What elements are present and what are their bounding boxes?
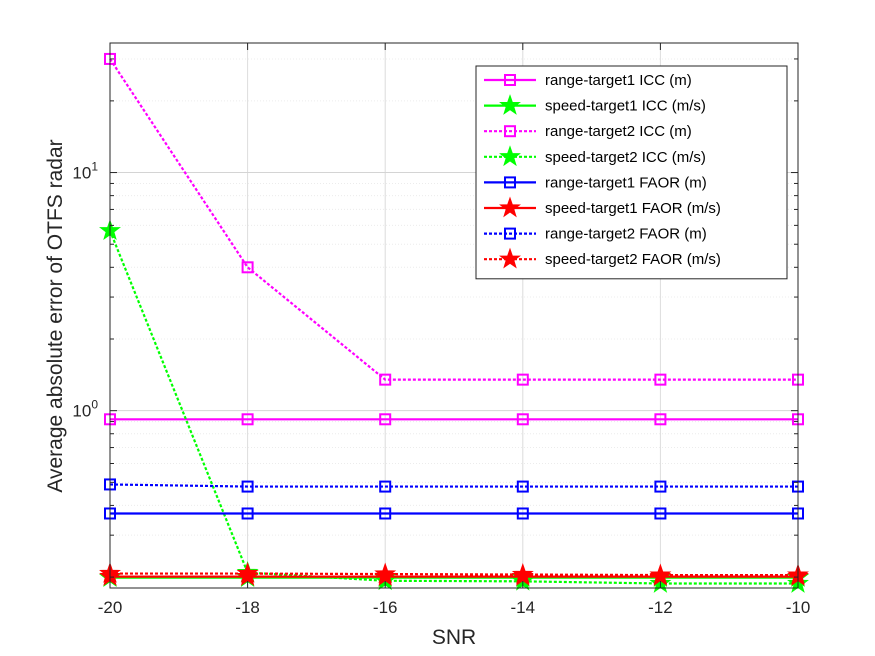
legend-entry: range-target2 FAOR (m) xyxy=(484,226,707,243)
legend-swatch-marker xyxy=(504,176,516,189)
legend: range-target1 ICC (m) speed-target1 ICC (… xyxy=(475,65,788,280)
legend-label: range-target2 ICC (m) xyxy=(545,123,692,140)
data-point xyxy=(654,507,667,520)
legend-swatch-marker xyxy=(499,145,521,167)
legend-label: range-target1 ICC (m) xyxy=(545,72,692,89)
x-tick-label: -12 xyxy=(648,598,673,617)
legend-entry: range-target1 ICC (m) xyxy=(484,72,692,89)
legend-box xyxy=(475,65,788,280)
legend-entry: speed-target2 FAOR (m/s) xyxy=(484,247,721,269)
legend-swatch-marker xyxy=(499,94,521,115)
legend-swatch-marker xyxy=(504,227,516,240)
data-point xyxy=(654,480,667,493)
x-tick-label: -20 xyxy=(98,598,123,617)
series-line xyxy=(108,230,798,585)
legend-entry: speed-target1 ICC (m/s) xyxy=(484,94,706,115)
legend-entry: speed-target1 FAOR (m/s) xyxy=(484,196,721,218)
legend-label: speed-target2 ICC (m/s) xyxy=(545,149,706,166)
series-range-target2-faor-m xyxy=(104,478,804,493)
data-point xyxy=(516,507,529,520)
x-tick-label: -16 xyxy=(373,598,398,617)
data-point xyxy=(649,563,672,585)
data-point xyxy=(516,373,529,386)
ticks: -20 -18 -16 -14 -12 -10 100 101 xyxy=(72,43,810,617)
x-tick-label: -14 xyxy=(511,598,536,617)
legend-entry: range-target2 ICC (m) xyxy=(484,123,692,140)
legend-swatch-marker xyxy=(499,247,521,269)
data-point xyxy=(241,507,254,520)
y-tick-label: 101 xyxy=(72,160,98,183)
x-tick-label: -10 xyxy=(786,598,811,617)
data-point xyxy=(379,373,392,386)
legend-label: speed-target2 FAOR (m/s) xyxy=(545,251,721,268)
data-point xyxy=(379,480,392,493)
legend-entry: range-target1 FAOR (m) xyxy=(484,174,707,191)
legend-label: speed-target1 ICC (m/s) xyxy=(545,98,706,115)
series-line xyxy=(109,58,798,381)
legend-entry: speed-target2 ICC (m/s) xyxy=(484,145,706,167)
data-point xyxy=(654,413,667,426)
data-point xyxy=(379,507,392,520)
series-range-target1-icc-m xyxy=(104,413,804,426)
data-point xyxy=(516,480,529,493)
data-point xyxy=(241,413,254,426)
data-point xyxy=(241,261,254,274)
y-axis-label: Average absolute error of OTFS radar xyxy=(44,139,67,492)
legend-swatch-marker xyxy=(504,125,516,138)
legend-swatch-marker xyxy=(504,74,516,86)
legend-label: range-target2 FAOR (m) xyxy=(545,226,707,243)
data-point xyxy=(516,413,529,426)
x-tick-label: -18 xyxy=(235,598,260,617)
axes-box xyxy=(109,42,799,589)
data-point xyxy=(654,373,667,386)
y-tick-label: 100 xyxy=(72,398,98,421)
legend-swatch-marker xyxy=(499,196,521,218)
data-point xyxy=(379,413,392,426)
legend-label: range-target1 FAOR (m) xyxy=(545,174,707,191)
legend-label: speed-target1 FAOR (m/s) xyxy=(545,200,721,217)
data-point xyxy=(511,563,534,584)
data-point xyxy=(236,562,259,583)
x-axis-label: SNR xyxy=(432,626,476,649)
data-point xyxy=(374,562,397,584)
data-point xyxy=(241,480,254,493)
